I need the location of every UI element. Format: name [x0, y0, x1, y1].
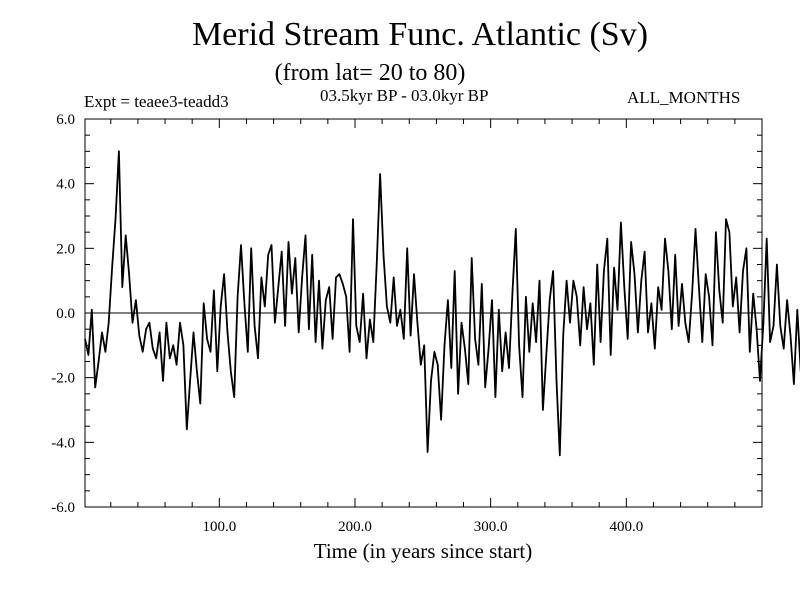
months-label: ALL_MONTHS — [627, 88, 741, 107]
series-line — [84, 150, 800, 457]
x-tick-label: 100.0 — [202, 519, 236, 535]
y-tick-label: 4.0 — [56, 177, 75, 193]
x-tick-label: 200.0 — [338, 519, 372, 535]
y-tick-label: -2.0 — [51, 371, 75, 387]
x-tick-label: 400.0 — [609, 519, 643, 535]
y-tick-label: -4.0 — [51, 435, 75, 451]
x-tick-label: 300.0 — [474, 519, 508, 535]
y-tick-label: 0.0 — [56, 306, 75, 322]
period-label: 03.5kyr BP - 03.0kyr BP — [320, 86, 489, 105]
y-tick-label: 2.0 — [56, 241, 75, 257]
y-tick-label: -6.0 — [51, 500, 75, 516]
tick-label-group: -6.0 -4.0 -2.0 0.0 2.0 4.0 6.0 100.0 200.0 300.0 4… — [51, 112, 643, 535]
chart-title: Merid Stream Func. Atlantic (Sv) — [191, 16, 649, 53]
y-tick-label: 6.0 — [56, 112, 75, 128]
x-axis-label: Time (in years since start) — [314, 539, 533, 563]
chart-subtitle: (from lat= 20 to 80) — [274, 60, 466, 86]
experiment-label: Expt = teaee3-teadd3 — [84, 92, 229, 111]
